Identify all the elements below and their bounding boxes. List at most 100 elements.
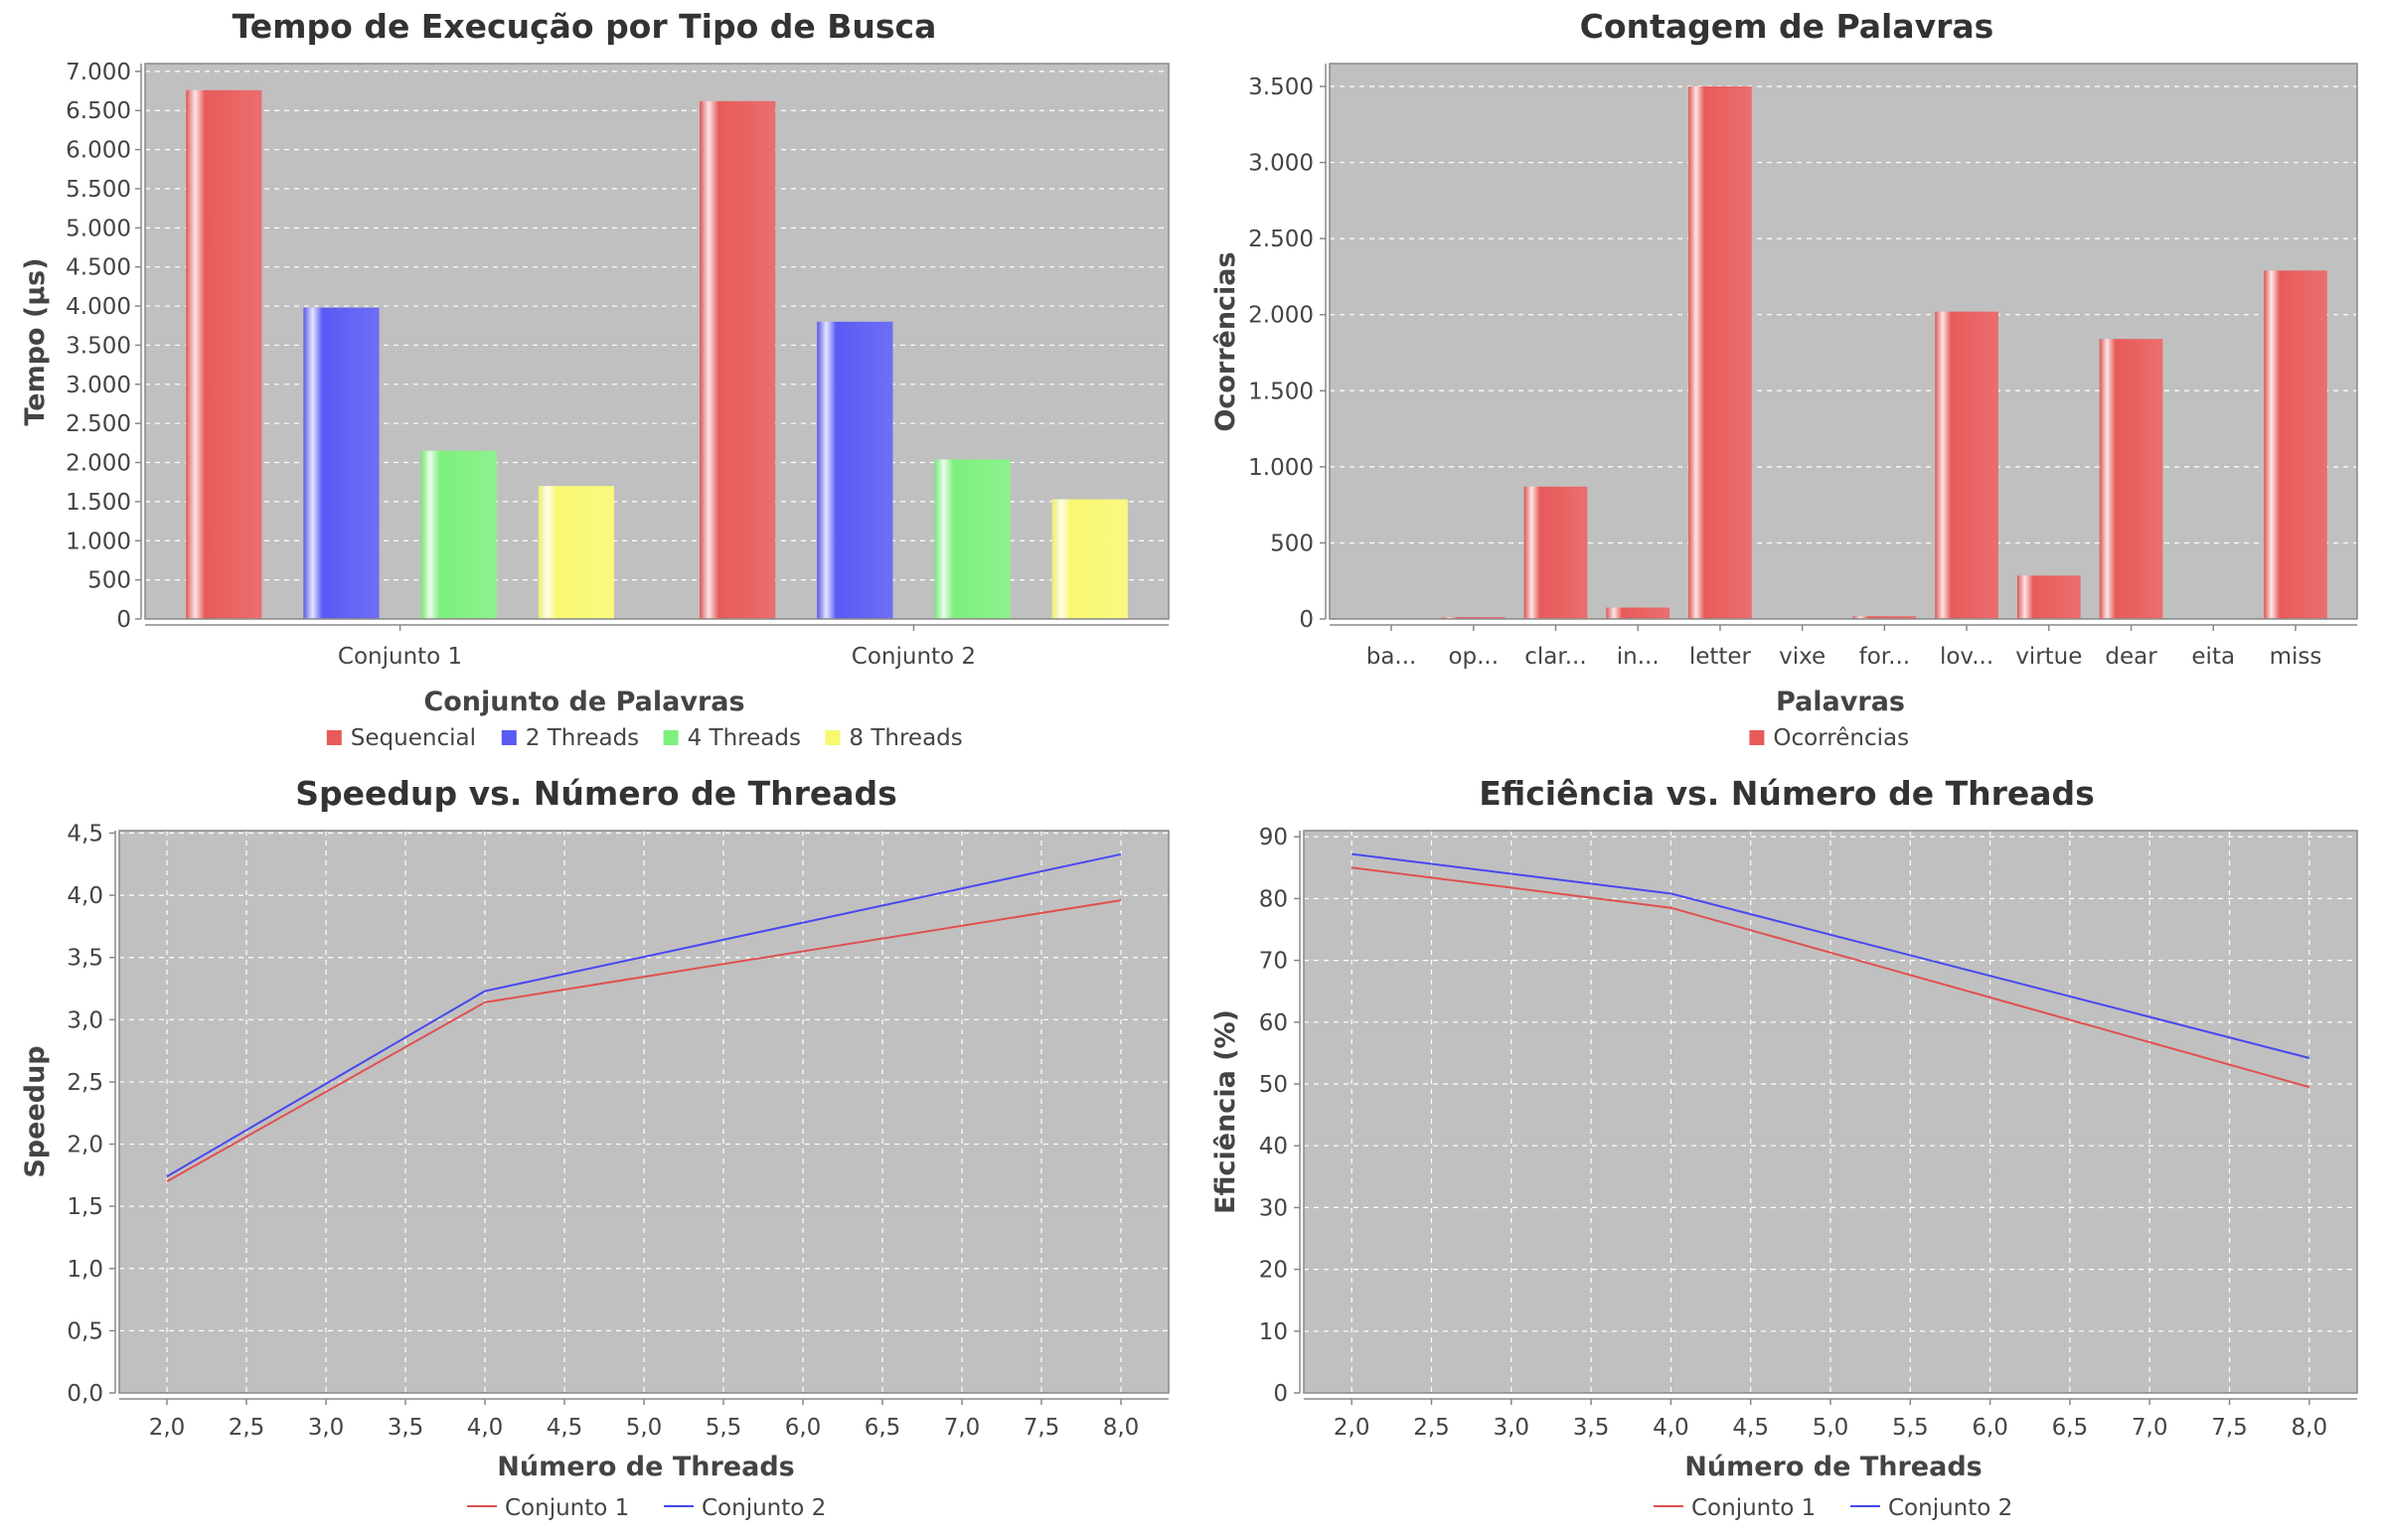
y-tick-label: 2.000: [66, 451, 131, 477]
plot-area: [1330, 64, 2357, 619]
legend: Sequencial 2 Threads 4 Threads 8 Threads: [326, 725, 963, 751]
series-line-conjunto-2: [1351, 852, 2310, 1059]
legend-label: Conjunto 1: [505, 1495, 629, 1521]
bar-ocorrencias: [1688, 85, 1752, 620]
y-tick-label: 4.500: [66, 255, 131, 281]
x-tick-label: for...: [1859, 644, 1910, 670]
y-tick-label: 2.500: [1248, 227, 1314, 252]
y-tick-label: 4,0: [67, 883, 103, 909]
x-tick-label: 5,5: [1892, 1415, 1929, 1441]
x-tick-label: 6,0: [1972, 1415, 2008, 1441]
y-tick-label: 2.000: [1248, 303, 1314, 329]
y-tick-label: 3.500: [66, 333, 131, 359]
x-axis-label: Número de Threads: [1684, 1452, 1982, 1482]
y-tick-label: 3.000: [66, 373, 131, 398]
legend-label: 8 Threads: [849, 725, 962, 751]
y-tick-label: 2,0: [67, 1133, 103, 1158]
bar-sequencial: [186, 89, 262, 619]
legend-label: Conjunto 2: [702, 1495, 826, 1521]
series-line-conjunto-2: [166, 852, 1122, 1177]
bar-ocorrencias: [2264, 270, 2327, 619]
x-tick-label: 8,0: [1103, 1415, 1140, 1441]
bar-4-threads: [420, 450, 497, 619]
x-tick-label: vixe: [1779, 644, 1826, 670]
chart-title: Speedup vs. Número de Threads: [295, 774, 897, 813]
chart-3: Eficiência vs. Número de Threads 0 10 20 30 4…: [1210, 774, 2358, 1521]
x-tick-label: 2,5: [1413, 1415, 1450, 1441]
bar-ocorrencias: [1935, 311, 1998, 619]
y-tick-label: 7.000: [66, 60, 131, 85]
bar-ocorrencias: [1523, 486, 1588, 619]
y-tick-label: 1,5: [67, 1194, 103, 1220]
legend-label: Conjunto 2: [1888, 1495, 2012, 1521]
y-tick-label: 3,0: [67, 1007, 103, 1033]
chart-1: Contagem de Palavras 0 500 1.000 1.500 2.000 2…: [1210, 7, 2358, 751]
x-tick-label: Conjunto 1: [338, 644, 462, 670]
y-tick-label: 500: [1270, 531, 1314, 556]
plot-frame: [1303, 830, 2358, 1394]
y-tick-label: 0: [1273, 1381, 1288, 1407]
y-tick-label: 0: [116, 607, 131, 633]
x-tick-label: 2,0: [149, 1415, 186, 1441]
x-tick-label: 3,0: [308, 1415, 345, 1441]
x-tick-label: 5,0: [626, 1415, 663, 1441]
legend: Ocorrências: [1749, 725, 1909, 751]
y-tick-label: 1.000: [1248, 455, 1314, 481]
y-tick-label: 80: [1259, 886, 1288, 912]
x-tick-label: 3,0: [1493, 1415, 1529, 1441]
x-tick-label: 5,5: [706, 1415, 742, 1441]
legend-label: Conjunto 1: [1691, 1495, 1816, 1521]
y-tick-label: 90: [1259, 825, 1288, 850]
x-tick-label: in...: [1617, 644, 1660, 670]
x-tick-label: 2,5: [229, 1415, 265, 1441]
y-tick-label: 4,5: [67, 822, 103, 847]
y-axis-label: Ocorrências: [1210, 251, 1241, 431]
x-tick-label: 7,0: [944, 1415, 981, 1441]
bar-2-threads: [817, 321, 893, 619]
bar-4-threads: [934, 459, 1011, 619]
chart-2: Speedup vs. Número de Threads 0,0 0,5 1,0 1,…: [20, 774, 1170, 1521]
x-tick-label: miss: [2270, 644, 2322, 670]
legend-swatch: [663, 730, 679, 745]
y-tick-label: 3.500: [1248, 75, 1314, 100]
y-axis-label: Tempo (µs): [20, 257, 51, 425]
bar-ocorrencias: [1606, 607, 1670, 619]
legend-label: 2 Threads: [526, 725, 639, 751]
x-tick-label: ba...: [1366, 644, 1417, 670]
y-tick-label: 0: [1299, 607, 1314, 633]
y-tick-label: 40: [1259, 1134, 1288, 1159]
bar-ocorrencias: [2016, 575, 2081, 619]
y-tick-label: 50: [1259, 1072, 1288, 1098]
y-tick-label: 1.500: [1248, 379, 1314, 404]
chart-title: Eficiência vs. Número de Threads: [1479, 774, 2095, 813]
y-tick-label: 2.500: [66, 411, 131, 437]
x-tick-label: dear: [2105, 644, 2157, 670]
y-tick-label: 10: [1259, 1319, 1288, 1345]
plot-frame: [1329, 63, 2358, 620]
y-tick-label: 0,0: [67, 1381, 103, 1407]
x-tick-label: 6,5: [2052, 1415, 2089, 1441]
y-axis-label: Speedup: [20, 1045, 51, 1177]
x-tick-label: 6,0: [785, 1415, 822, 1441]
x-tick-label: 7,5: [2211, 1415, 2248, 1441]
chart-0: Tempo de Execução por Tipo de Busca 0 500 1…: [20, 7, 1170, 751]
x-tick-label: op...: [1448, 644, 1499, 670]
x-axis-label: Número de Threads: [497, 1452, 794, 1482]
x-tick-label: virtue: [2015, 644, 2082, 670]
x-tick-label: 3,5: [1573, 1415, 1610, 1441]
series-line-conjunto-1: [166, 899, 1122, 1182]
plot-frame: [144, 63, 1170, 620]
series-line-conjunto-1: [1351, 866, 2310, 1089]
bar-sequencial: [700, 100, 776, 619]
x-tick-label: 4,0: [467, 1415, 504, 1441]
bar-ocorrencias: [1441, 617, 1506, 619]
chart-title: Contagem de Palavras: [1580, 7, 1994, 46]
chart-title: Tempo de Execução por Tipo de Busca: [233, 7, 937, 46]
y-tick-label: 500: [87, 568, 131, 594]
legend-label: 4 Threads: [688, 725, 801, 751]
y-tick-label: 1,0: [67, 1257, 103, 1283]
x-tick-label: clar...: [1524, 644, 1586, 670]
x-tick-label: 4,5: [1732, 1415, 1769, 1441]
y-tick-label: 1.000: [66, 529, 131, 554]
